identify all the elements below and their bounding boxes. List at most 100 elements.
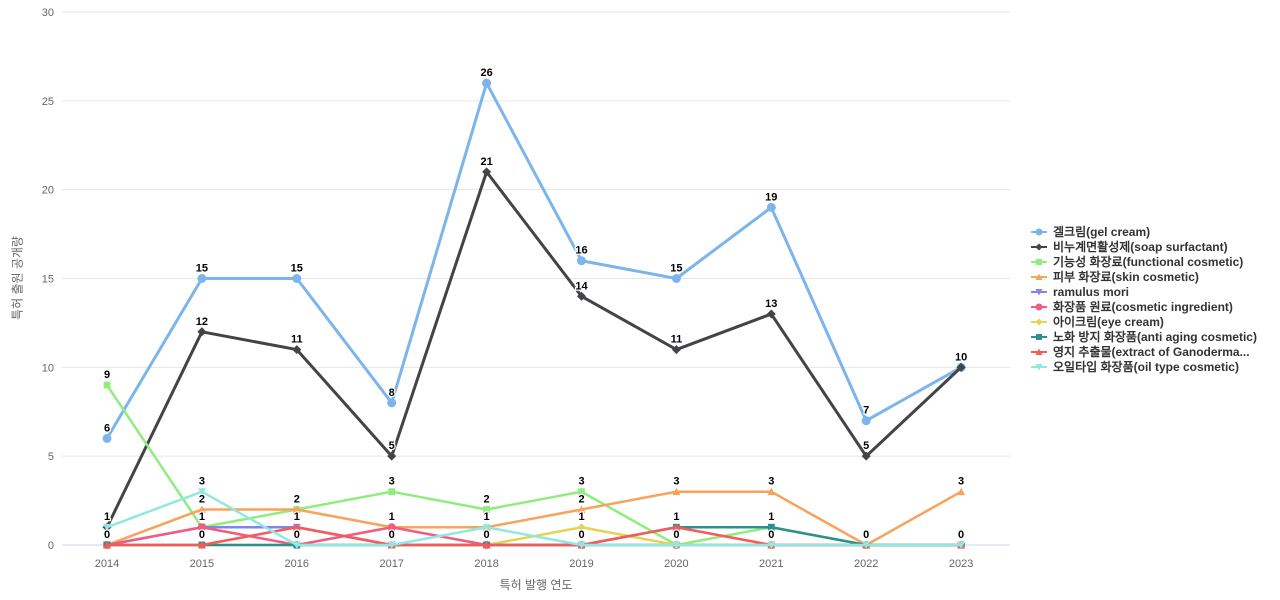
y-axis-tick-label: 15 <box>42 274 54 286</box>
data-label: 5 <box>863 440 869 452</box>
legend-item[interactable]: 기능성 화장료(functional cosmetic) <box>1031 254 1257 269</box>
data-label: 26 <box>480 67 492 79</box>
data-point[interactable] <box>483 506 490 513</box>
data-point[interactable] <box>767 541 776 549</box>
data-point[interactable] <box>482 523 491 532</box>
data-label: 3 <box>389 476 395 488</box>
data-point[interactable] <box>103 381 111 389</box>
legend-item[interactable]: 오일타입 화장품(oil type cosmetic) <box>1031 359 1257 374</box>
data-point[interactable] <box>766 202 776 212</box>
data-point[interactable] <box>672 487 681 496</box>
legend-item-label: ramulus mori <box>1053 284 1130 299</box>
legend-item[interactable]: 피부 화장료(skin cosmetic) <box>1031 269 1257 284</box>
data-point[interactable] <box>861 451 871 461</box>
data-label: 2 <box>294 493 300 505</box>
data-point[interactable] <box>767 487 776 496</box>
data-point[interactable] <box>861 416 871 426</box>
x-axis-tick-label: 2015 <box>190 558 214 570</box>
legend-item[interactable]: 노화 방지 화장품(anti aging cosmetic) <box>1031 329 1257 344</box>
data-point[interactable] <box>197 505 206 513</box>
data-label: 2 <box>578 493 584 505</box>
data-point[interactable] <box>387 523 396 532</box>
y-axis-tick-label: 20 <box>42 185 54 197</box>
data-point[interactable] <box>577 256 586 266</box>
data-point[interactable] <box>482 78 492 88</box>
legend-marker-icon <box>1031 228 1047 235</box>
data-point[interactable] <box>197 327 207 337</box>
data-point[interactable] <box>957 541 966 549</box>
data-point[interactable] <box>767 523 775 531</box>
data-point[interactable] <box>388 488 396 496</box>
data-point[interactable] <box>387 398 397 408</box>
data-point[interactable] <box>578 488 585 496</box>
data-label: 0 <box>484 529 490 541</box>
legend-item[interactable]: 화장품 원료(cosmetic ingredient) <box>1031 299 1257 314</box>
x-axis-tick-label: 2022 <box>854 558 878 570</box>
data-point[interactable] <box>577 505 586 513</box>
x-axis-tick-label: 2021 <box>759 558 783 570</box>
series-line-2 <box>105 170 963 529</box>
data-point[interactable] <box>292 523 301 531</box>
series-line-1 <box>105 81 963 440</box>
data-label: 1 <box>104 511 110 523</box>
data-label: 0 <box>199 529 205 541</box>
data-point[interactable] <box>197 541 206 549</box>
x-axis-tick-label: 2017 <box>379 558 403 570</box>
data-point[interactable] <box>766 309 776 319</box>
data-point[interactable] <box>292 345 302 355</box>
data-point[interactable] <box>197 488 206 496</box>
data-point[interactable] <box>577 523 586 532</box>
legend-item-label: 비누계면활성제(soap surfactant) <box>1053 240 1228 254</box>
legend-item[interactable]: 비누계면활성제(soap surfactant) <box>1031 239 1257 254</box>
data-point[interactable] <box>387 541 396 549</box>
data-point[interactable] <box>956 362 966 372</box>
data-point[interactable] <box>387 451 397 461</box>
legend-marker-icon <box>1031 258 1047 265</box>
data-label: 1 <box>578 511 584 523</box>
data-point[interactable] <box>672 541 681 549</box>
data-point[interactable] <box>671 274 681 283</box>
data-point[interactable] <box>292 541 301 549</box>
data-point[interactable] <box>577 541 586 549</box>
data-point[interactable] <box>103 523 111 532</box>
data-label: 19 <box>765 191 777 203</box>
legend-item[interactable]: 영지 추출물(extract of Ganoderma... <box>1031 344 1257 359</box>
legend-item-label: 겔크림(gel cream) <box>1053 225 1151 239</box>
legend-item[interactable]: 아이크림(eye cream) <box>1031 314 1257 329</box>
data-point[interactable] <box>671 345 681 355</box>
y-axis-tick-label: 5 <box>48 451 54 463</box>
data-label: 15 <box>670 263 682 275</box>
data-point[interactable] <box>862 541 871 549</box>
data-label: 2 <box>199 493 205 505</box>
data-point[interactable] <box>102 433 112 443</box>
data-point[interactable] <box>672 523 681 531</box>
data-label: 14 <box>575 280 588 292</box>
data-point[interactable] <box>197 274 207 283</box>
data-point[interactable] <box>957 487 966 496</box>
legend-marker-icon <box>1031 273 1047 280</box>
data-point[interactable] <box>482 541 491 549</box>
data-label: 10 <box>955 351 967 363</box>
legend-item-label: 피부 화장료(skin cosmetic) <box>1053 270 1199 284</box>
data-point[interactable] <box>577 291 586 301</box>
data-point[interactable] <box>292 274 302 283</box>
data-label: 3 <box>673 476 679 488</box>
data-label: 15 <box>291 263 303 275</box>
data-point[interactable] <box>197 523 206 532</box>
legend-item[interactable]: ramulus mori <box>1031 284 1257 299</box>
legend-marker-icon <box>1031 363 1047 370</box>
data-label: 15 <box>196 263 208 275</box>
data-label: 9 <box>104 369 110 381</box>
x-axis-tick-label: 2014 <box>95 558 119 570</box>
data-label: 0 <box>389 529 395 541</box>
x-axis-title: 특허 발행 연도 <box>499 578 573 592</box>
data-point[interactable] <box>482 167 492 177</box>
data-label: 1 <box>389 511 395 523</box>
x-axis-tick-label: 2019 <box>569 558 593 570</box>
data-label: 7 <box>863 405 869 417</box>
data-label: 13 <box>765 298 777 310</box>
data-point[interactable] <box>292 505 301 513</box>
data-point[interactable] <box>103 541 111 549</box>
legend-item[interactable]: 겔크림(gel cream) <box>1031 224 1257 239</box>
legend-marker-icon <box>1031 348 1047 355</box>
